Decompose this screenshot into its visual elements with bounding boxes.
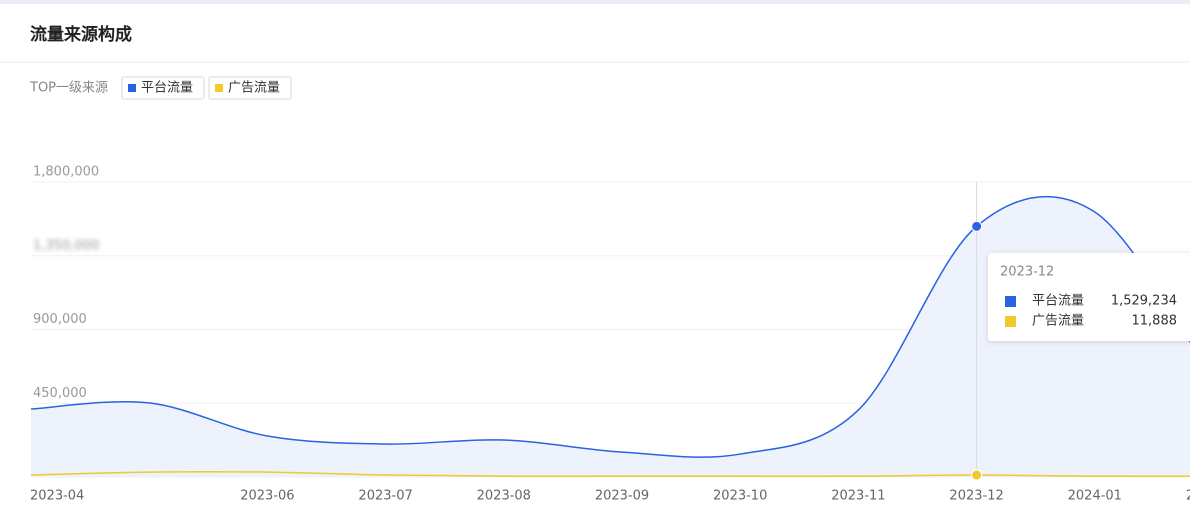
point — [971, 469, 983, 481]
x-tick-label: 2023-07 — [358, 489, 412, 504]
tooltip-value: 11,888 — [1132, 314, 1178, 329]
tooltip-box — [988, 253, 1190, 341]
plot: 0450,000900,0001,350,0001,800,0002023-04… — [30, 165, 1190, 504]
x-tick-label: 2023-10 — [713, 489, 767, 504]
x-tick-label: 2023-04 — [30, 489, 84, 504]
line — [30, 470, 1190, 478]
legend-text: 平台流量 — [141, 81, 193, 96]
legend-box — [208, 76, 292, 100]
legend-item[interactable]: 平台流量 — [121, 76, 205, 100]
y-tick-label: 1,800,000 — [33, 165, 99, 180]
legend-text: 广告流量 — [228, 81, 280, 96]
point — [971, 220, 983, 232]
y-tick-label: 1,350,000 — [33, 238, 99, 253]
tooltip-title: 2023-12 — [1000, 265, 1054, 280]
legend-swatch — [128, 84, 136, 92]
y-tick-label: 900,000 — [33, 312, 87, 327]
line — [30, 195, 1190, 458]
tooltip-name: 平台流量 — [1032, 294, 1084, 309]
y-tick-label: 450,000 — [33, 386, 87, 401]
x-tick-label: 2024-02 — [1186, 489, 1190, 504]
legend-swatch — [215, 84, 223, 92]
legend-box — [121, 76, 205, 100]
top-bar — [0, 0, 1190, 4]
tooltip-swatch — [1005, 296, 1016, 307]
legend-item[interactable]: 广告流量 — [208, 76, 292, 100]
legend: 平台流量 广告流量 — [121, 76, 292, 100]
x-tick-label: 2023-09 — [595, 489, 649, 504]
tooltip-swatch — [1005, 316, 1016, 327]
x-tick-label: 2023-12 — [949, 489, 1003, 504]
x-tick-label: 2024-01 — [1068, 489, 1122, 504]
x-tick-label: 2023-06 — [240, 489, 294, 504]
area — [31, 196, 1190, 477]
tooltip: 2023-12 平台流量 1,529,234 广告流量 11,888 — [988, 253, 1190, 341]
legend-label: TOP一级来源 — [29, 81, 108, 96]
tooltip-value: 1,529,234 — [1111, 294, 1177, 309]
section-title: 流量来源构成 — [30, 24, 132, 45]
x-tick-label: 2023-11 — [831, 489, 885, 504]
x-tick-label: 2023-08 — [477, 489, 531, 504]
tooltip-name: 广告流量 — [1032, 314, 1084, 329]
